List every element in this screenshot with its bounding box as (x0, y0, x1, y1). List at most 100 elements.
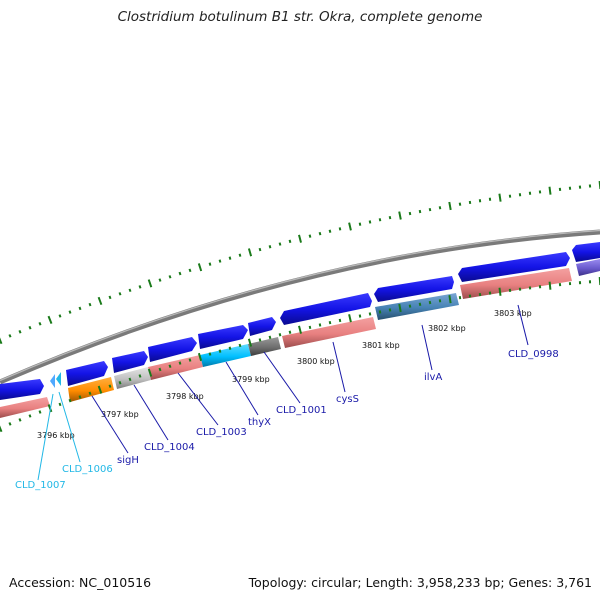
tick-mark (548, 186, 552, 195)
tick-mark (97, 296, 103, 306)
tick-mark (218, 259, 222, 263)
feature-bar-cld1003 (148, 355, 203, 380)
tick-mark (78, 306, 82, 311)
accession-info: Accession: NC_010516 (9, 575, 151, 590)
cds-arrow (248, 317, 276, 336)
tick-mark (348, 222, 352, 231)
kbp-label: 3797 kbp (101, 410, 139, 419)
leader-cld0998 (517, 304, 529, 346)
kbp-label: 3798 kbp (166, 392, 204, 401)
tick-mark (108, 384, 112, 388)
feature-bar-purple (576, 259, 600, 276)
cds-arrow (112, 351, 148, 373)
tick-mark (398, 303, 402, 313)
kbp-label: 3800 kbp (297, 357, 335, 366)
cds-arrow (148, 337, 197, 362)
tick-mark (358, 314, 362, 318)
tick-mark (318, 323, 322, 327)
tick-mark (128, 377, 132, 382)
gene-label-ilvA[interactable]: ilvA (424, 372, 442, 383)
reverse-arrow-cld1006 (56, 372, 61, 386)
reverse-arrows (50, 372, 61, 388)
tick-mark (208, 262, 212, 266)
tick-mark (448, 201, 452, 211)
tick-mark (298, 234, 302, 243)
tick-mark (238, 253, 242, 257)
tick-mark (328, 320, 332, 325)
tick-mark (288, 330, 292, 334)
leader-ilvA (421, 324, 433, 371)
feature-bar-cld1004 (114, 367, 151, 389)
tick-mark (68, 310, 72, 314)
gene-label-cysS[interactable]: cysS (336, 394, 359, 405)
tick-mark (458, 202, 462, 206)
tick-mark (0, 425, 3, 433)
tick-mark (18, 330, 22, 334)
tick-mark (288, 239, 292, 244)
tick-mark (68, 398, 72, 403)
tick-mark (247, 338, 253, 347)
outer-tick-marks (0, 180, 600, 345)
tick-mark (8, 334, 12, 338)
tick-mark (328, 229, 332, 233)
gene-label-cld1007[interactable]: CLD_1007 (15, 480, 66, 491)
tick-mark (548, 281, 552, 290)
tick-mark (298, 325, 302, 334)
tick-mark (58, 402, 62, 407)
tick-mark (278, 242, 282, 246)
forward-cds-track (0, 242, 600, 400)
cds-arrow (280, 293, 372, 325)
tick-mark (388, 308, 392, 312)
tick-mark (168, 275, 172, 279)
tick-mark (258, 247, 262, 252)
gene-label-sigH[interactable]: sigH (117, 455, 139, 466)
gene-label-cld1006[interactable]: CLD_1006 (62, 464, 113, 475)
accession-label: Accession: (9, 575, 76, 590)
tick-mark (308, 234, 312, 238)
tick-mark (168, 364, 172, 369)
tick-mark (428, 207, 432, 212)
tick-mark (408, 304, 412, 308)
tick-mark (498, 193, 502, 202)
tick-mark (498, 287, 502, 296)
tick-mark (318, 231, 322, 236)
tick-mark (197, 263, 203, 272)
gene-label-cld1003[interactable]: CLD_1003 (196, 427, 247, 438)
backbone-ring (0, 229, 600, 385)
tick-mark (338, 227, 342, 231)
gene-label-cld1004[interactable]: CLD_1004 (144, 442, 195, 453)
tick-mark (108, 295, 112, 300)
tick-mark (88, 302, 92, 307)
tick-mark (178, 271, 182, 276)
tick-mark (28, 325, 32, 330)
tick-mark (58, 314, 62, 318)
tick-mark (247, 248, 253, 257)
tick-mark (218, 349, 222, 353)
tick-mark (197, 352, 203, 362)
tick-mark (158, 278, 162, 282)
tick-mark (378, 218, 382, 222)
feature-bar-cld0998 (460, 268, 572, 299)
gene-labels: CLD_1007 CLD_1006 sigH CLD_1004 CLD_1003… (15, 349, 559, 491)
tick-mark (18, 418, 22, 422)
feature-bar-cysS (282, 317, 376, 348)
tick-mark (178, 361, 182, 365)
tick-mark (188, 268, 192, 273)
gene-label-thyX[interactable]: thyX (248, 417, 271, 428)
leader-thyX (225, 361, 259, 416)
tick-mark (378, 310, 382, 314)
tick-mark (418, 302, 422, 306)
tick-mark (38, 410, 42, 414)
tick-mark (268, 335, 272, 340)
tick-mark (258, 338, 262, 342)
tick-mark (0, 337, 3, 345)
gene-label-cld1001[interactable]: CLD_1001 (276, 405, 327, 416)
tick-mark (128, 288, 132, 293)
tick-mark (188, 358, 192, 362)
tick-mark (358, 222, 362, 226)
tick-mark (348, 314, 352, 323)
tick-mark (208, 352, 212, 356)
kbp-label: 3799 kbp (232, 375, 270, 384)
topology-info: Topology: circular; Length: 3,958,233 bp… (248, 575, 592, 590)
gene-label-cld0998[interactable]: CLD_0998 (508, 349, 559, 360)
